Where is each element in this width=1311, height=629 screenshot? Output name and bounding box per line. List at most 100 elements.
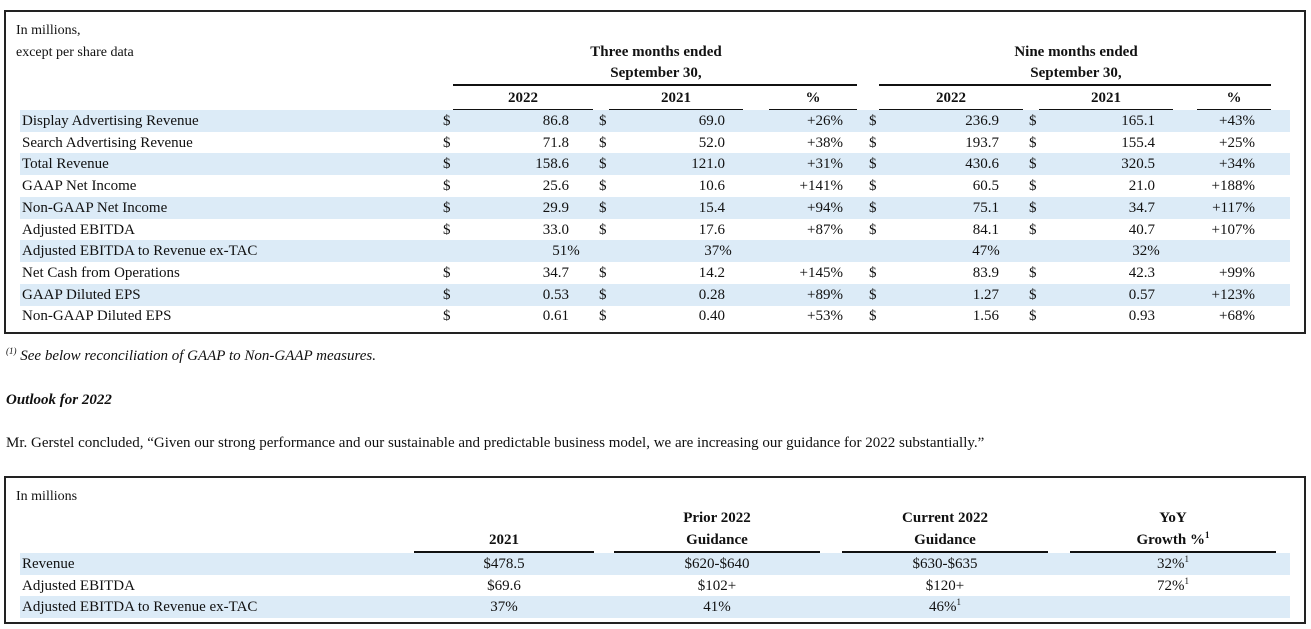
cell-value: +94%: [807, 199, 843, 216]
cell-value: +34%: [1219, 156, 1255, 173]
table-row: Net Cash from Operations $ $ $ $34.7 14.2 +145…: [20, 262, 1290, 284]
currency-sign: $: [1029, 156, 1037, 173]
column-header: %: [805, 90, 821, 106]
row-label: Adjusted EBITDA to Revenue ex-TAC: [22, 599, 258, 615]
currency-sign: $: [869, 221, 877, 238]
footnote-superscript: 1: [1204, 530, 1210, 540]
table-row: Non-GAAP Diluted EPS $ $ $ $0.61 0.40 +53% 1.56…: [20, 305, 1290, 327]
guidance-cell: 32%1: [1070, 553, 1276, 575]
cell-value: +188%: [1211, 178, 1255, 195]
reconciliation-footnote: (1) See below reconciliation of GAAP to …: [6, 346, 376, 366]
cell-value: 37%: [704, 243, 732, 260]
cell-value: 158.6: [535, 156, 569, 173]
guidance-units-caption: In millions: [16, 489, 78, 504]
cell-value: 41%: [703, 599, 731, 615]
column-header: 2021: [661, 90, 691, 106]
cell-value: 15.4: [698, 199, 725, 216]
cell-value: 155.4: [1121, 134, 1155, 151]
currency-sign: $: [1029, 199, 1037, 216]
guidance-cell: $620-$640: [614, 553, 820, 575]
table-row: GAAP Net Income $ $ $ $25.6 10.6 +141% 60.5 21.0…: [20, 175, 1290, 197]
row-label: Non-GAAP Diluted EPS: [22, 308, 172, 325]
guidance-header-text: Guidance: [686, 532, 748, 548]
guidance-cell: 37%: [414, 596, 594, 618]
guidance-cell: $478.5: [414, 553, 594, 575]
cell-value: +53%: [807, 308, 843, 325]
guidance-header-text: Growth %: [1136, 532, 1205, 548]
cell-value: +31%: [807, 156, 843, 173]
currency-sign: $: [599, 156, 607, 173]
footnote-superscript: 1: [1184, 554, 1190, 564]
three-months-underline: [453, 84, 857, 86]
cell-value: 121.0: [691, 156, 725, 173]
cell-value: 33.0: [542, 221, 569, 238]
cell-value: 0.93: [1128, 308, 1155, 325]
financial-highlights-table: In millions, except per share data Three…: [4, 10, 1306, 334]
nine-months-header-line2: September 30,: [1030, 65, 1122, 81]
currency-sign: $: [1029, 178, 1037, 195]
guidance-cell: $102+: [614, 575, 820, 597]
guidance-header-line2: Guidance: [614, 530, 820, 551]
guidance-cell: 72%1: [1070, 575, 1276, 597]
cell-value: +141%: [799, 178, 843, 195]
cell-value: 25.6: [542, 178, 569, 195]
cell-value: +25%: [1219, 134, 1255, 151]
cell-value: $478.5: [483, 556, 525, 572]
nine-months-header-line1: Nine months ended: [1014, 44, 1138, 60]
cell-value: 84.1: [972, 221, 999, 238]
currency-sign: $: [599, 286, 607, 303]
three-months-header-line1: Three months ended: [590, 44, 722, 60]
table-row: Adjusted EBITDA to Revenue ex-TAC 51% 37% 4…: [20, 240, 1290, 263]
cell-value: 0.53: [542, 286, 569, 303]
cell-value: 69.0: [698, 113, 725, 129]
three-months-header-line2: September 30,: [610, 65, 702, 81]
guidance-header-underline: [614, 551, 820, 553]
cell-value: 72%: [1157, 577, 1185, 594]
cell-value: +117%: [1212, 199, 1255, 216]
cell-value: 51%: [552, 243, 580, 260]
units-caption-line2: except per share data: [16, 45, 134, 60]
cell-value: +145%: [799, 264, 843, 281]
guidance-header-line2: Growth %1: [1070, 530, 1276, 551]
currency-sign: $: [869, 264, 877, 281]
guidance-header-underline: [1070, 551, 1276, 553]
row-label: Search Advertising Revenue: [22, 134, 193, 151]
table-row: Search Advertising Revenue $ $ $ $71.8 52.0 +3…: [20, 132, 1290, 154]
row-label: Display Advertising Revenue: [22, 113, 199, 129]
currency-sign: $: [1029, 221, 1037, 238]
cell-value: 34.7: [1128, 199, 1155, 216]
guidance-row: Revenue $478.5 $620-$640 $630-$635 32%1: [20, 553, 1290, 575]
cell-value: 75.1: [972, 199, 999, 216]
currency-sign: $: [869, 286, 877, 303]
cell-value: 42.3: [1128, 264, 1155, 281]
currency-sign: $: [869, 134, 877, 151]
currency-sign: $: [869, 199, 877, 216]
row-label: Total Revenue: [22, 156, 109, 173]
cell-value: 29.9: [542, 199, 569, 216]
cell-value: $620-$640: [684, 556, 750, 572]
outlook-heading: Outlook for 2022: [6, 392, 112, 408]
currency-sign: $: [443, 221, 451, 238]
table-row: GAAP Diluted EPS $ $ $ $0.53 0.28 +89% 1.27 0.57…: [20, 283, 1290, 306]
currency-sign: $: [443, 308, 451, 325]
currency-sign: $: [443, 199, 451, 216]
currency-sign: $: [443, 286, 451, 303]
cell-value: 40.7: [1128, 221, 1155, 238]
currency-sign: $: [443, 134, 451, 151]
table-row: Display Advertising Revenue $ $ $ $86.8 69.0 +…: [20, 110, 1290, 132]
row-label: Adjusted EBITDA: [22, 577, 135, 594]
guidance-header-underline: [414, 551, 594, 553]
cell-value: 236.9: [965, 113, 999, 129]
cell-value: 1.27: [972, 286, 999, 303]
cell-value: +43%: [1219, 113, 1255, 129]
row-label: GAAP Diluted EPS: [22, 286, 141, 303]
cell-value: +107%: [1211, 221, 1255, 238]
cell-value: 60.5: [972, 178, 999, 195]
cell-value: $69.6: [487, 577, 521, 594]
column-header: %: [1226, 90, 1242, 106]
cell-value: 71.8: [542, 134, 569, 151]
cell-value: 34.7: [542, 264, 569, 281]
cell-value: 0.28: [698, 286, 725, 303]
currency-sign: $: [599, 308, 607, 325]
cell-value: $120+: [925, 577, 965, 594]
